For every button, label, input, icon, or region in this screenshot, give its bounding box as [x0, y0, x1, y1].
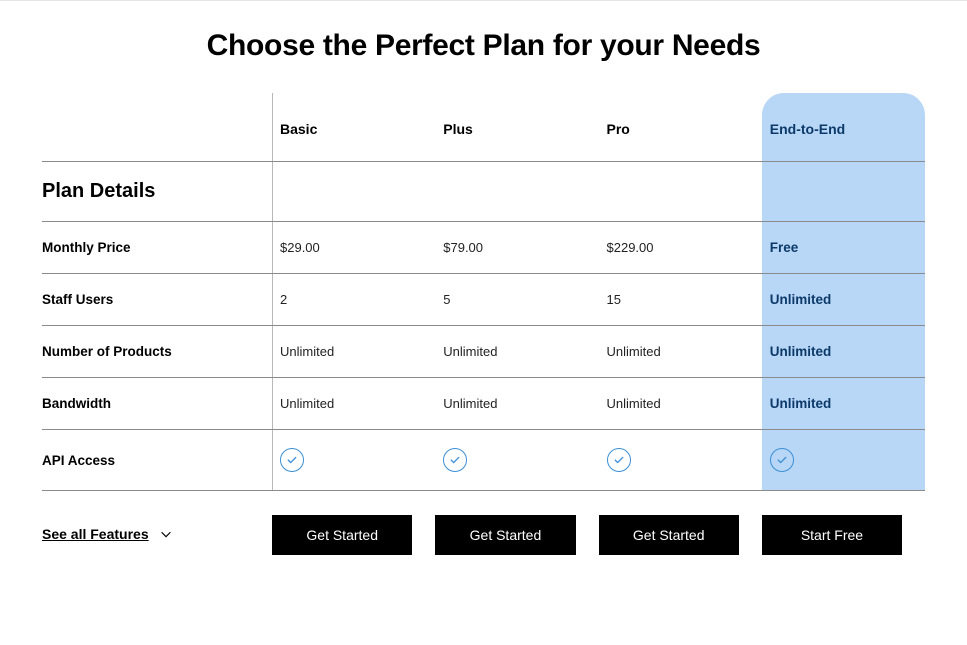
section-spacer — [272, 162, 435, 221]
get-started-pro-button[interactable]: Get Started — [599, 515, 739, 555]
plan-header-plus: Plus — [435, 93, 598, 161]
bandwidth-basic: Unlimited — [272, 378, 435, 429]
see-all-features-label: See all Features — [42, 526, 149, 542]
plan-header-basic: Basic — [272, 93, 435, 161]
row-label-bandwidth: Bandwidth — [42, 378, 272, 429]
row-label-staff: Staff Users — [42, 274, 272, 325]
bandwidth-pro: Unlimited — [599, 378, 762, 429]
row-divider — [42, 490, 925, 491]
get-started-plus-button[interactable]: Get Started — [435, 515, 575, 555]
get-started-basic-button[interactable]: Get Started — [272, 515, 412, 555]
staff-end-to-end: Unlimited — [762, 274, 925, 325]
api-end-to-end — [762, 430, 925, 490]
api-plus — [435, 430, 598, 490]
products-pro: Unlimited — [599, 326, 762, 377]
pricing-table: Basic Plus Pro End-to-End Plan Details M… — [42, 93, 925, 491]
price-basic: $29.00 — [272, 222, 435, 273]
chevron-down-icon — [159, 527, 173, 541]
price-end-to-end: Free — [762, 222, 925, 273]
page-title: Choose the Perfect Plan for your Needs — [42, 29, 925, 63]
staff-plus: 5 — [435, 274, 598, 325]
products-basic: Unlimited — [272, 326, 435, 377]
staff-basic: 2 — [272, 274, 435, 325]
see-all-features-link[interactable]: See all Features — [42, 526, 173, 542]
staff-pro: 15 — [599, 274, 762, 325]
bandwidth-plus: Unlimited — [435, 378, 598, 429]
start-free-button[interactable]: Start Free — [762, 515, 902, 555]
row-label-price: Monthly Price — [42, 222, 272, 273]
check-icon — [443, 448, 467, 472]
check-icon — [607, 448, 631, 472]
price-plus: $79.00 — [435, 222, 598, 273]
check-icon — [280, 448, 304, 472]
price-pro: $229.00 — [599, 222, 762, 273]
section-spacer — [762, 162, 925, 221]
plan-header-end-to-end: End-to-End — [762, 93, 925, 161]
row-label-api: API Access — [42, 430, 272, 490]
api-basic — [272, 430, 435, 490]
section-spacer — [599, 162, 762, 221]
pricing-footer: See all Features Get Started Get Started… — [42, 515, 925, 555]
header-empty — [42, 93, 272, 161]
pricing-page: Choose the Perfect Plan for your Needs B… — [0, 0, 967, 555]
section-spacer — [435, 162, 598, 221]
bandwidth-end-to-end: Unlimited — [762, 378, 925, 429]
section-plan-details: Plan Details — [42, 162, 272, 221]
check-icon — [770, 448, 794, 472]
plan-header-pro: Pro — [599, 93, 762, 161]
api-pro — [599, 430, 762, 490]
products-plus: Unlimited — [435, 326, 598, 377]
products-end-to-end: Unlimited — [762, 326, 925, 377]
row-label-products: Number of Products — [42, 326, 272, 377]
